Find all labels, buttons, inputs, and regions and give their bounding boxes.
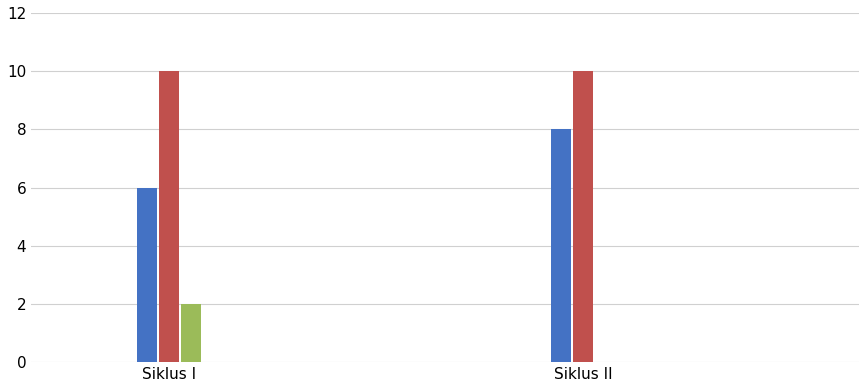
Bar	[138, 187, 157, 362]
Bar	[159, 71, 178, 362]
Bar	[573, 71, 592, 362]
Bar	[182, 304, 201, 362]
Bar	[552, 130, 571, 362]
